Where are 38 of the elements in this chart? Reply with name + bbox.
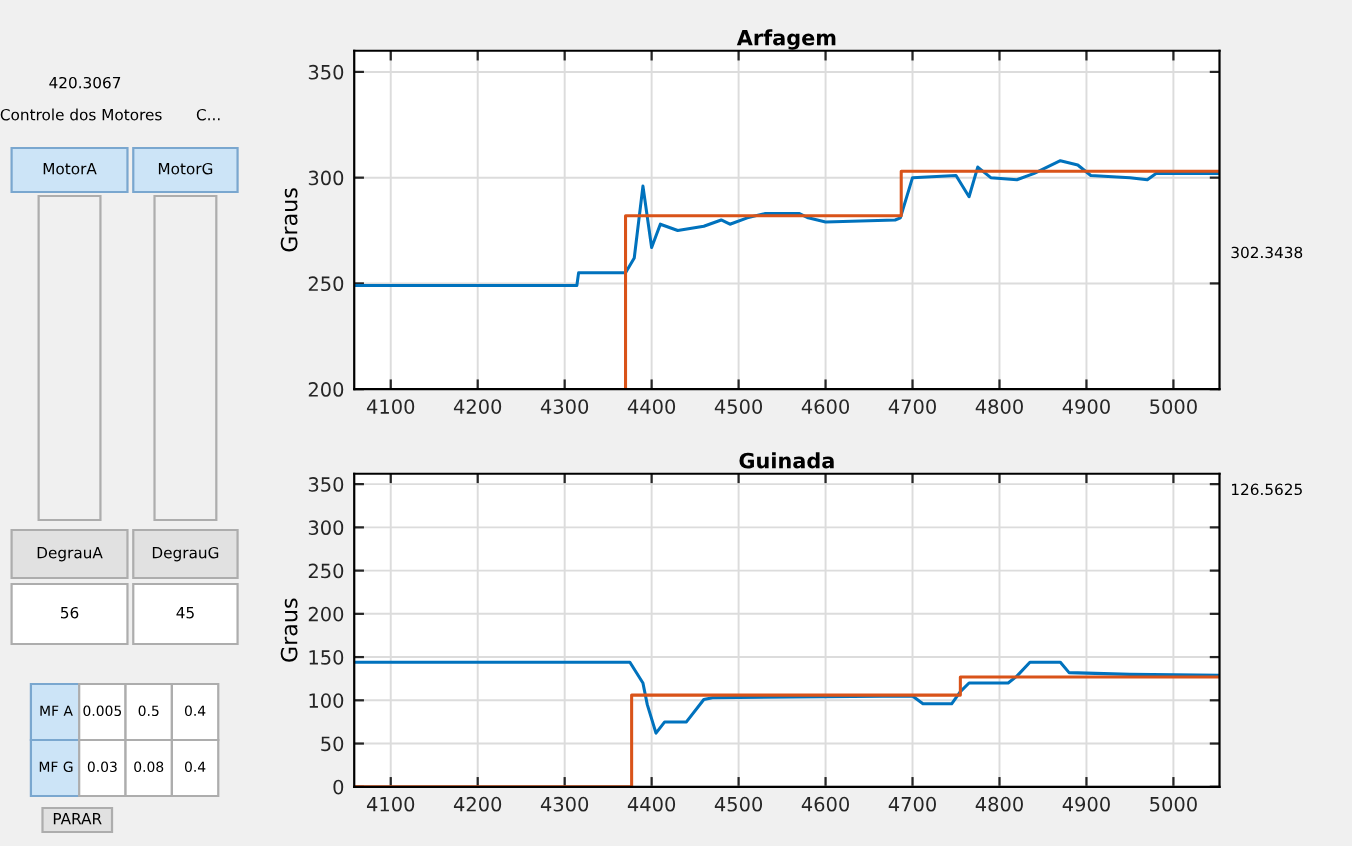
chart-title: Guinada bbox=[739, 452, 834, 469]
x-tick-label: 4200 bbox=[453, 399, 502, 414]
x-tick-label: 4600 bbox=[801, 399, 850, 414]
x-tick-label: 4900 bbox=[1062, 796, 1110, 812]
x-tick-label: 4500 bbox=[714, 399, 763, 414]
y-tick-label: 300 bbox=[308, 170, 344, 186]
x-tick-label: 4700 bbox=[888, 796, 936, 812]
x-tick-label: 4400 bbox=[627, 399, 676, 414]
y-tick-label: 0 bbox=[333, 779, 344, 795]
chart-title: Arfagem bbox=[736, 29, 836, 50]
y-tick-label: 150 bbox=[309, 650, 344, 665]
y-tick-label: 250 bbox=[308, 276, 344, 292]
line-series bbox=[354, 159, 1220, 288]
x-tick-label: 4900 bbox=[1062, 399, 1110, 414]
y-tick-label: 350 bbox=[308, 477, 344, 492]
line-series bbox=[354, 660, 1220, 735]
y-axis-title: Graus bbox=[280, 188, 298, 252]
x-tick-label: 4600 bbox=[801, 796, 850, 812]
x-tick-label: 4300 bbox=[540, 399, 589, 414]
x-tick-label: 4100 bbox=[366, 796, 415, 812]
x-tick-label: 4300 bbox=[540, 796, 589, 812]
x-tick-label: 5000 bbox=[1150, 796, 1197, 812]
x-tick-label: 4800 bbox=[975, 399, 1023, 414]
x-tick-label: 4500 bbox=[714, 796, 763, 812]
x-tick-label: 4100 bbox=[366, 399, 415, 414]
y-axis-title: Graus bbox=[280, 598, 298, 662]
y-tick-label: 300 bbox=[308, 520, 344, 536]
x-tick-label: 4800 bbox=[975, 796, 1023, 812]
y-tick-label: 200 bbox=[308, 382, 344, 397]
y-tick-label: 200 bbox=[308, 606, 344, 622]
x-tick-label: 4400 bbox=[627, 796, 676, 812]
y-tick-label: 100 bbox=[309, 693, 344, 708]
x-tick-label: 5000 bbox=[1150, 399, 1197, 414]
x-tick-label: 4700 bbox=[888, 399, 936, 414]
x-tick-label: 4200 bbox=[453, 796, 502, 812]
y-tick-label: 350 bbox=[308, 64, 344, 80]
y-tick-label: 250 bbox=[308, 563, 344, 579]
y-tick-label: 50 bbox=[321, 736, 344, 752]
